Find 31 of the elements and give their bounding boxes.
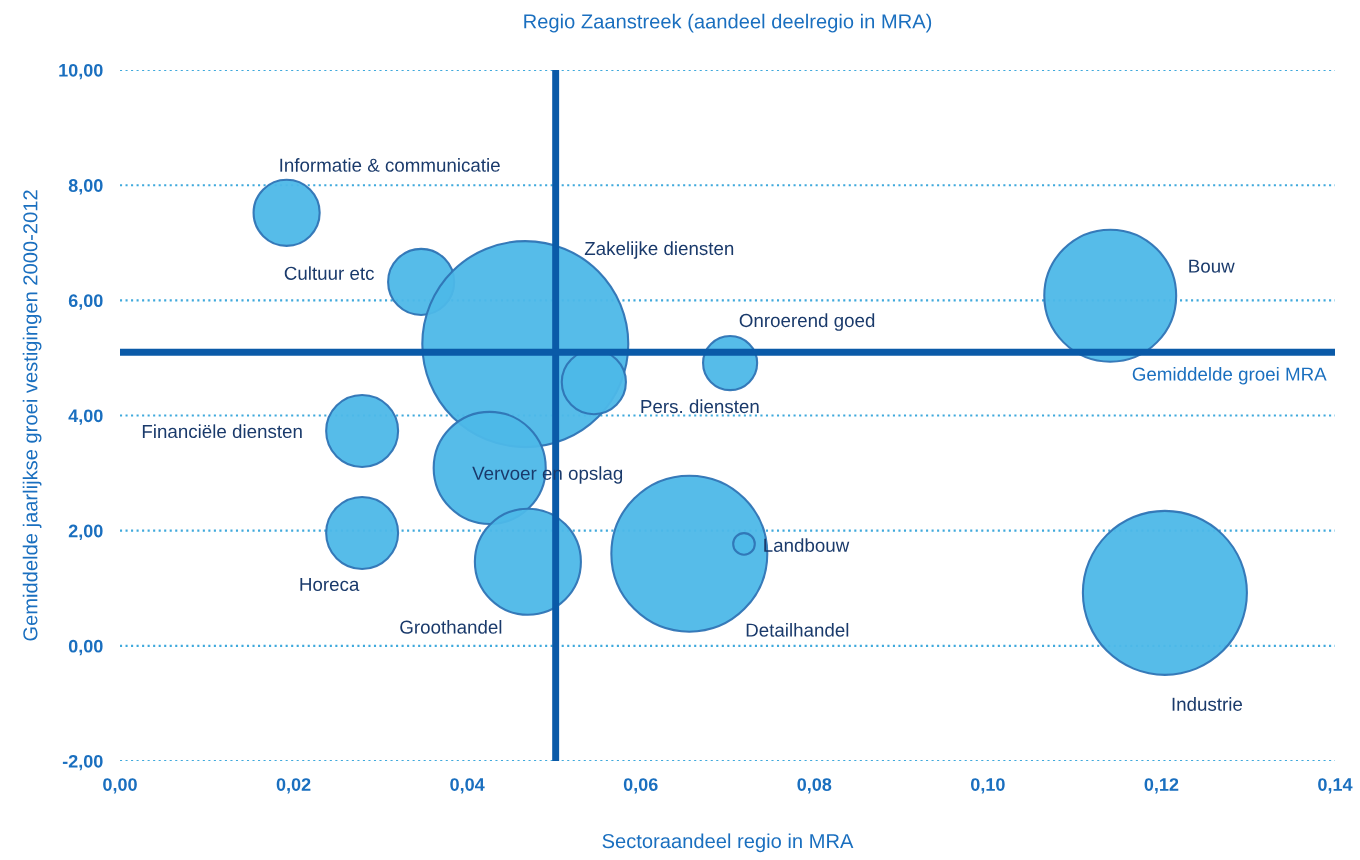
x-tick-label: 0,02 bbox=[276, 778, 311, 794]
x-tick-label: 0,10 bbox=[971, 778, 1005, 794]
y-tick-label: 4,00 bbox=[68, 409, 103, 425]
series-label: Vervoer en opslag bbox=[472, 466, 623, 484]
y-axis-title: Gemiddelde jaarlijkse groei vestigingen 2000-2012 bbox=[22, 190, 42, 641]
series-label: Horeca bbox=[300, 577, 360, 591]
series-label: Zakelijke diensten bbox=[584, 241, 734, 259]
x-tick-label: 0,12 bbox=[1144, 778, 1179, 794]
series-label: Industrie bbox=[1172, 697, 1243, 711]
series-label: Pers. diensten bbox=[641, 399, 759, 414]
x-tick-label: 0,04 bbox=[450, 778, 485, 794]
series-label: Onroerend goed bbox=[739, 313, 875, 331]
y-tick-label: 8,00 bbox=[68, 179, 103, 195]
x-tick-label: 0,00 bbox=[103, 778, 137, 794]
series-label: Detailhandel bbox=[746, 622, 849, 637]
y-tick-label: 10,00 bbox=[59, 63, 103, 80]
series-label: Groothandel bbox=[400, 620, 502, 634]
series-label: Informatie & communicatie bbox=[280, 158, 500, 172]
ref-line-label: Gemiddelde groei MRA bbox=[1132, 367, 1327, 385]
x-tick-label: 0,08 bbox=[797, 778, 832, 794]
x-axis-title: Sectoraandeel regio in MRA bbox=[602, 833, 854, 853]
series-label: Financiële diensten bbox=[142, 424, 302, 439]
series-label: Cultuur etc bbox=[284, 266, 374, 280]
y-tick-label: 2,00 bbox=[68, 524, 103, 540]
y-tick-label: -2,00 bbox=[62, 754, 103, 771]
chart-title: Regio Zaanstreek (aandeel deelregio in MRA) bbox=[524, 13, 932, 33]
series-label: Bouw bbox=[1189, 259, 1235, 273]
x-tick-label: 0,14 bbox=[1318, 778, 1353, 794]
y-tick-label: 0,00 bbox=[68, 639, 103, 656]
x-tick-label: 0,06 bbox=[623, 778, 658, 794]
y-tick-label: 6,00 bbox=[68, 294, 103, 310]
